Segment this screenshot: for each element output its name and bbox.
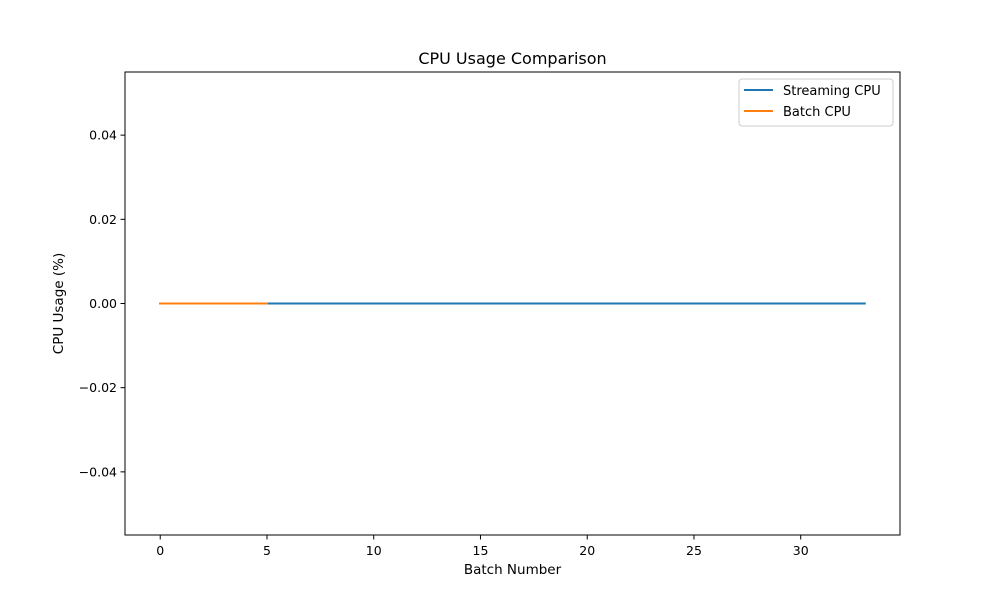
x-axis-label: Batch Number [464,562,562,578]
x-tick-label: 0 [156,543,164,558]
legend-label-streaming-cpu: Streaming CPU [783,84,881,99]
x-tick-label: 30 [793,543,809,558]
y-tick-label: −0.04 [79,464,117,479]
legend-label-batch-cpu: Batch CPU [783,105,851,120]
y-tick-label: −0.02 [79,380,117,395]
x-axis: 0 5 10 15 20 25 30 [156,535,809,558]
x-tick-label: 20 [579,543,595,558]
legend-box [738,78,894,127]
legend: Streaming CPU Batch CPU [738,78,894,127]
y-axis: −0.04 −0.02 0.00 0.02 0.04 [79,128,125,479]
y-axis-label: CPU Usage (%) [51,253,67,354]
x-tick-label: 10 [366,543,382,558]
x-tick-label: 25 [686,543,702,558]
x-tick-label: 15 [473,543,489,558]
y-tick-label: 0.00 [89,296,117,311]
chart-title: CPU Usage Comparison [418,49,606,68]
y-tick-label: 0.04 [89,128,117,143]
x-tick-label: 5 [263,543,271,558]
y-tick-label: 0.02 [89,212,117,227]
